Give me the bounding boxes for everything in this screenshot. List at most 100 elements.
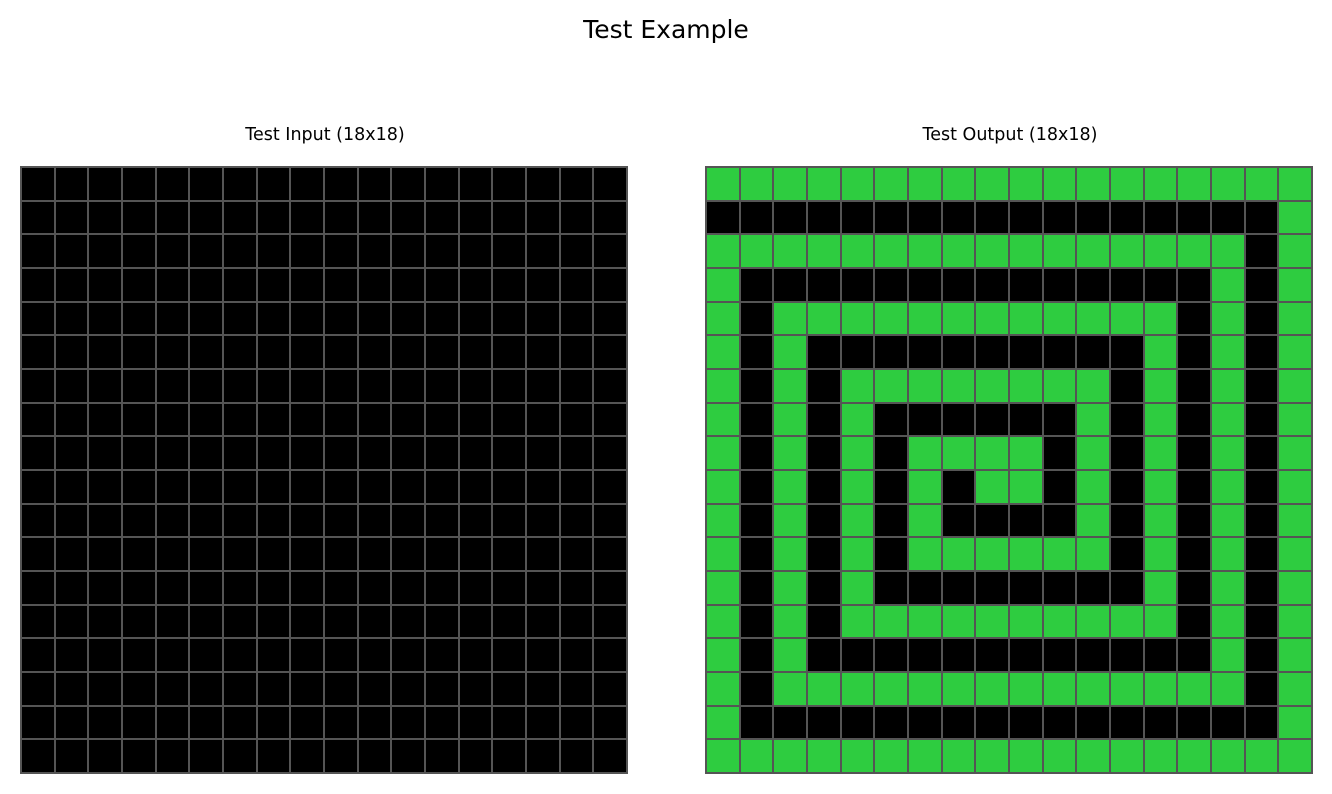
grid-cell <box>526 234 560 268</box>
grid-cell <box>1278 167 1312 201</box>
grid-cell <box>425 537 459 571</box>
grid-cell <box>1076 638 1110 672</box>
grid-cell <box>559 335 594 369</box>
grid-cell <box>706 638 740 672</box>
grid-cell <box>1110 167 1144 201</box>
grid-cell <box>256 268 291 302</box>
grid-cell <box>593 268 627 302</box>
grid-cell <box>706 537 740 571</box>
grid-cell <box>941 705 976 740</box>
grid-cell <box>1143 638 1178 672</box>
grid-cell <box>1211 739 1245 773</box>
grid-cell <box>1009 301 1043 336</box>
grid-cell <box>189 705 223 740</box>
grid-cell <box>21 301 55 336</box>
grid-cell <box>425 402 459 437</box>
grid-cell <box>1244 234 1279 268</box>
grid-cell <box>975 705 1009 740</box>
grid-cell <box>391 301 425 336</box>
grid-cell <box>21 672 55 706</box>
grid-cell <box>223 638 257 672</box>
grid-cell <box>155 537 190 571</box>
grid-cell <box>773 436 807 470</box>
grid-cell <box>739 402 774 437</box>
grid-cell <box>1110 200 1144 235</box>
grid-cell <box>773 301 807 336</box>
grid-cell <box>1143 739 1178 773</box>
grid-cell <box>706 234 740 268</box>
grid-cell <box>559 672 594 706</box>
output-panel-title: Test Output (18x18) <box>922 125 1098 145</box>
grid-cell <box>155 672 190 706</box>
grid-cell <box>122 234 156 268</box>
grid-cell <box>1009 167 1043 201</box>
grid-cell <box>492 436 526 470</box>
grid-cell <box>773 234 807 268</box>
grid-cell <box>739 335 774 369</box>
grid-cell <box>54 537 89 571</box>
grid-cell <box>840 268 875 302</box>
grid-cell <box>1076 167 1110 201</box>
grid-cell <box>739 470 774 504</box>
grid-cell <box>807 604 841 639</box>
grid-cell <box>54 335 89 369</box>
grid-cell <box>1042 604 1077 639</box>
grid-cell <box>559 301 594 336</box>
grid-cell <box>593 335 627 369</box>
grid-cell <box>908 200 942 235</box>
grid-cell <box>223 604 257 639</box>
grid-cell <box>1042 436 1077 470</box>
grid-cell <box>1042 402 1077 437</box>
grid-cell <box>290 705 324 740</box>
grid-cell <box>526 672 560 706</box>
grid-cell <box>155 638 190 672</box>
grid-cell <box>1143 268 1178 302</box>
grid-cell <box>155 402 190 437</box>
grid-cell <box>21 335 55 369</box>
grid-cell <box>1244 672 1279 706</box>
grid-cell <box>290 234 324 268</box>
grid-cell <box>1009 638 1043 672</box>
grid-cell <box>1009 436 1043 470</box>
grid-cell <box>773 705 807 740</box>
grid-cell <box>941 234 976 268</box>
grid-cell <box>357 436 392 470</box>
grid-cell <box>739 369 774 403</box>
grid-cell <box>1042 537 1077 571</box>
grid-cell <box>492 167 526 201</box>
grid-cell <box>526 167 560 201</box>
grid-cell <box>290 167 324 201</box>
grid-cell <box>941 604 976 639</box>
grid-cell <box>807 200 841 235</box>
grid-cell <box>593 234 627 268</box>
grid-cell <box>425 604 459 639</box>
grid-cell <box>874 739 908 773</box>
grid-cell <box>1211 369 1245 403</box>
grid-cell <box>492 402 526 437</box>
grid-cell <box>1009 571 1043 605</box>
grid-cell <box>357 335 392 369</box>
grid-cell <box>706 301 740 336</box>
grid-cell <box>526 200 560 235</box>
grid-cell <box>1177 200 1211 235</box>
grid-cell <box>908 402 942 437</box>
grid-cell <box>425 436 459 470</box>
grid-cell <box>1177 268 1211 302</box>
grid-cell <box>1278 638 1312 672</box>
grid-cell <box>1042 672 1077 706</box>
grid-cell <box>122 470 156 504</box>
grid-cell <box>189 268 223 302</box>
grid-cell <box>425 705 459 740</box>
grid-cell <box>1143 167 1178 201</box>
grid-cell <box>88 604 122 639</box>
grid-cell <box>1143 402 1178 437</box>
grid-cell <box>21 436 55 470</box>
grid-cell <box>1177 234 1211 268</box>
grid-cell <box>840 537 875 571</box>
grid-cell <box>1110 301 1144 336</box>
grid-cell <box>492 470 526 504</box>
grid-cell <box>1009 402 1043 437</box>
grid-cell <box>256 200 291 235</box>
grid-cell <box>593 604 627 639</box>
grid-cell <box>706 200 740 235</box>
